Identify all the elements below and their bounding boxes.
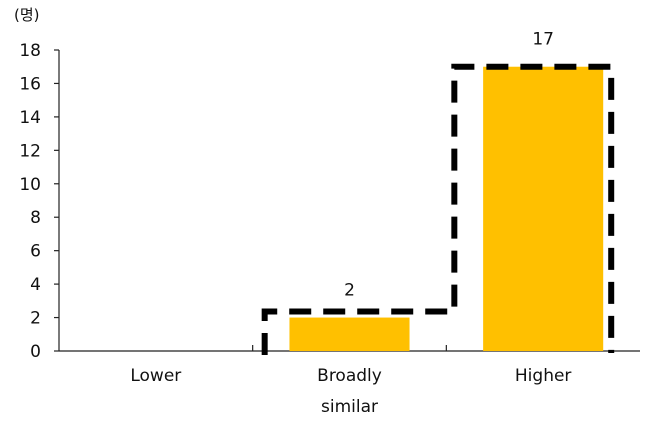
axes: 0 2 4 6 8 10 12 14 16 18 — [19, 41, 640, 362]
x-category-label-0-0: Lower — [130, 366, 181, 386]
y-axis-unit-label: (명) — [14, 6, 40, 24]
y-tick-label: 18 — [19, 41, 41, 61]
y-tick-label: 12 — [19, 141, 41, 161]
x-category-label-1-1: similar — [321, 397, 378, 417]
labels: Lower 2 Broadly similar 17 Higher — [130, 30, 571, 417]
y-tick-label: 4 — [30, 275, 41, 295]
y-tick-label: 2 — [30, 309, 41, 329]
data-label-1: 2 — [344, 281, 355, 301]
y-tick-label: 16 — [19, 74, 41, 94]
y-tick-label: 6 — [30, 242, 41, 262]
data-label-2: 17 — [532, 30, 554, 50]
y-tick-label: 10 — [19, 175, 41, 195]
y-tick-label: 14 — [19, 108, 41, 128]
dashed-outline — [261, 63, 615, 355]
y-tick-label: 0 — [30, 342, 41, 362]
y-tick-label: 8 — [30, 208, 41, 228]
cumulative-outline — [261, 63, 615, 355]
bar-2 — [483, 66, 604, 351]
x-category-label-2-0: Higher — [515, 366, 572, 386]
x-category-label-1-0: Broadly — [317, 366, 382, 386]
bars — [289, 66, 604, 351]
bar-1 — [289, 317, 410, 351]
